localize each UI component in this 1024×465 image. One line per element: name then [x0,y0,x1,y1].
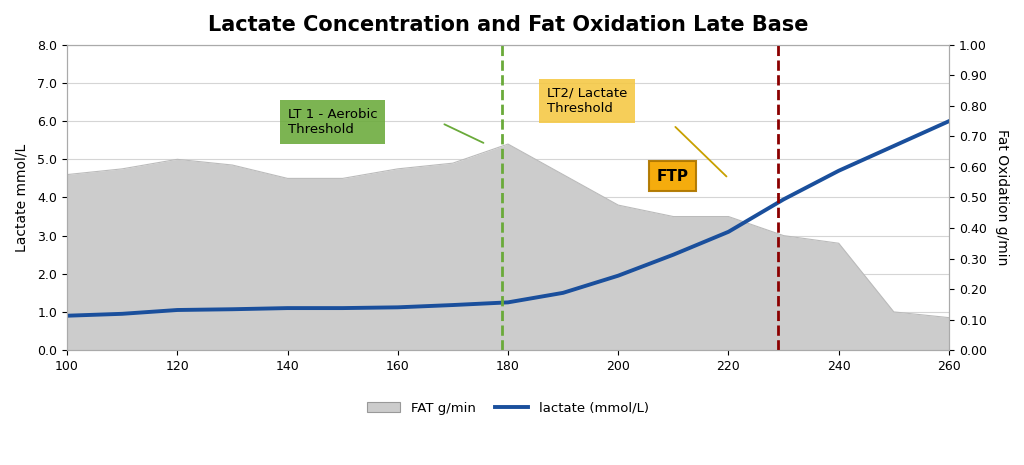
Text: LT2/ Lactate
Threshold: LT2/ Lactate Threshold [547,87,627,115]
Legend: FAT g/min, lactate (mmol/L): FAT g/min, lactate (mmol/L) [361,396,654,420]
Y-axis label: Lactate mmol/L: Lactate mmol/L [15,143,29,252]
Text: LT 1 - Aerobic
Threshold: LT 1 - Aerobic Threshold [288,108,377,136]
Y-axis label: Fat Oxidation g/min: Fat Oxidation g/min [995,129,1009,266]
Title: Lactate Concentration and Fat Oxidation Late Base: Lactate Concentration and Fat Oxidation … [208,15,808,35]
Text: FTP: FTP [656,169,689,184]
